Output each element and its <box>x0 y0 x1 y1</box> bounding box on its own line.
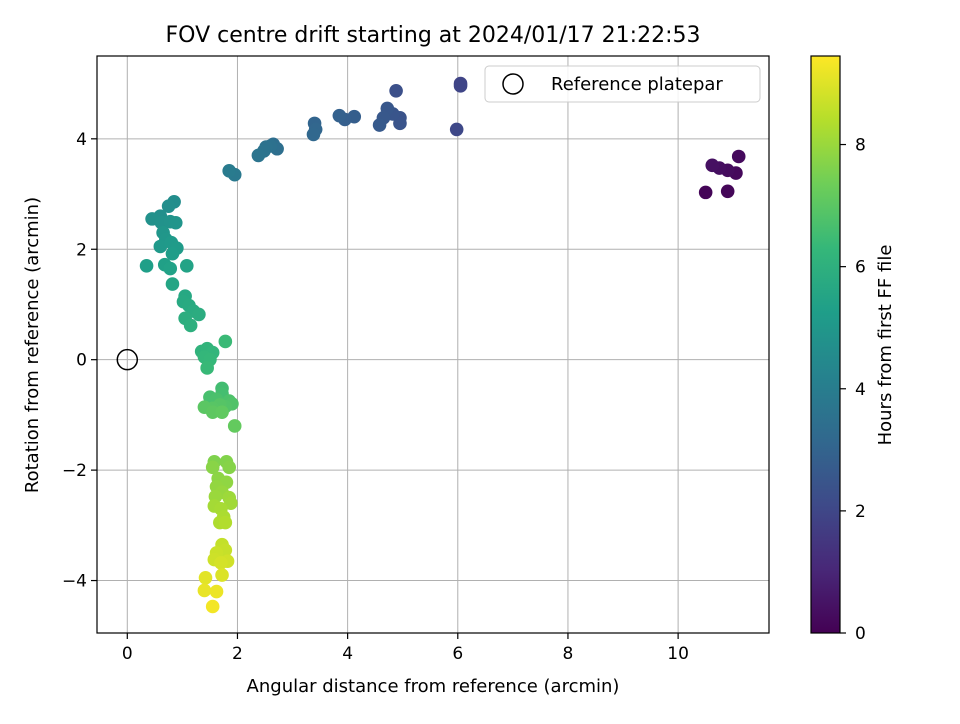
data-point <box>222 460 236 475</box>
reference-platepar-point <box>116 348 139 371</box>
data-point <box>218 515 233 530</box>
data-point <box>168 215 183 230</box>
data-point <box>224 496 238 511</box>
x-axis-ticks: 0 2 4 6 8 10 <box>122 633 689 664</box>
data-point <box>227 419 242 433</box>
y-tick-label: −2 <box>62 461 87 481</box>
x-tick-label: 6 <box>452 644 463 664</box>
x-tick-label: 0 <box>122 644 133 664</box>
colorbar-ticks: 0 2 4 6 8 <box>840 136 866 644</box>
data-point <box>705 158 720 173</box>
data-point <box>306 127 321 142</box>
data-point <box>161 199 176 213</box>
data-point <box>698 185 713 200</box>
x-axis-label: Angular distance from reference (arcmin) <box>247 676 620 697</box>
data-point <box>192 307 206 322</box>
legend: Reference platepar <box>484 65 761 103</box>
y-tick-label: 2 <box>76 240 87 260</box>
data-point <box>183 318 198 333</box>
data-point <box>214 556 228 570</box>
data-point <box>731 149 746 164</box>
y-tick-label: 4 <box>76 130 87 150</box>
legend-box <box>484 65 761 103</box>
data-point <box>205 460 220 475</box>
data-point <box>218 334 233 349</box>
data-point <box>200 361 214 375</box>
data-point <box>215 568 229 582</box>
data-point <box>153 239 168 254</box>
reference-marker <box>116 348 139 371</box>
colorbar-label: Hours from first FF file <box>875 245 896 446</box>
colorbar-gradient <box>810 55 841 634</box>
data-point <box>372 118 387 132</box>
y-axis-label: Rotation from reference (arcmin) <box>22 197 43 493</box>
data-points <box>139 76 746 614</box>
data-point <box>449 122 464 137</box>
x-tick-label: 8 <box>563 644 574 664</box>
x-tick-label: 4 <box>342 644 353 664</box>
data-point <box>163 261 178 276</box>
colorbar: 0 2 4 6 8 Hours from first FF file <box>810 55 896 644</box>
y-axis-ticks: −4 −2 0 2 4 <box>62 130 97 592</box>
data-point <box>332 108 347 123</box>
data-point <box>389 83 403 98</box>
data-point <box>139 259 154 273</box>
chart-title: FOV centre drift starting at 2024/01/17 … <box>166 23 701 48</box>
colorbar-tick-label: 6 <box>855 258 866 278</box>
data-point <box>165 277 180 291</box>
grid-lines <box>97 56 769 633</box>
x-tick-label: 10 <box>667 644 689 664</box>
data-point <box>720 184 735 199</box>
legend-entry-reference: Reference platepar <box>551 74 723 95</box>
colorbar-tick-label: 8 <box>855 136 866 156</box>
y-tick-label: −4 <box>62 572 87 592</box>
data-point <box>197 583 212 598</box>
data-point <box>179 259 194 273</box>
legend-reference-marker <box>502 73 524 95</box>
data-point <box>215 405 229 419</box>
x-tick-label: 2 <box>232 644 243 664</box>
data-point <box>251 148 266 163</box>
data-point <box>453 79 468 93</box>
data-point <box>393 116 407 131</box>
data-point <box>165 246 180 261</box>
plot-frame <box>96 55 770 634</box>
y-tick-label: 0 <box>76 351 87 371</box>
data-point <box>209 584 224 599</box>
data-point <box>198 570 213 585</box>
data-point <box>222 164 236 178</box>
data-point <box>205 405 220 419</box>
data-point <box>205 599 220 614</box>
colorbar-tick-label: 4 <box>855 380 866 400</box>
colorbar-tick-label: 2 <box>855 502 866 522</box>
colorbar-tick-label: 0 <box>855 624 866 644</box>
